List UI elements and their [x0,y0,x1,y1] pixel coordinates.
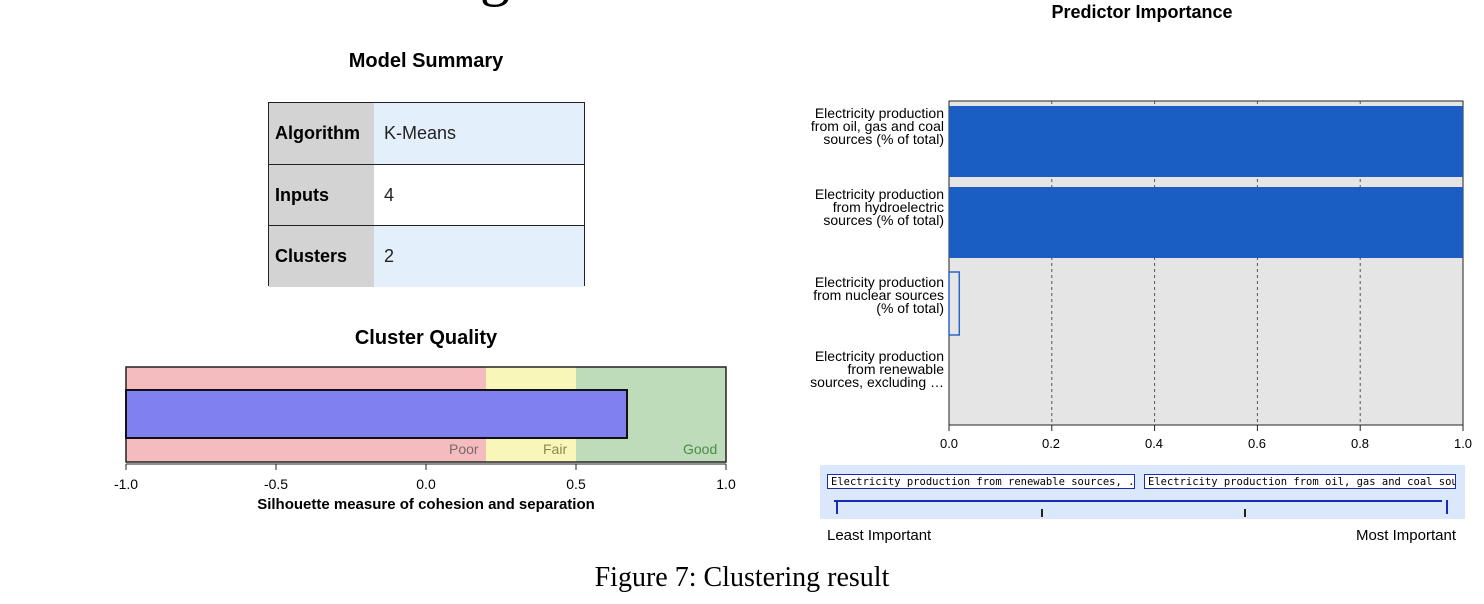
summary-row-clusters: Clusters 2 [269,226,584,287]
summary-value: 2 [374,226,584,287]
summary-value: K-Means [374,103,584,164]
summary-row-inputs: Inputs 4 [269,165,584,226]
quality-tick-label: -1.0 [113,476,139,492]
importance-gradient-line [834,500,1442,502]
clipped-heading-glyph: g [380,0,560,8]
summary-value: 4 [374,165,584,226]
importance-plot-area [948,100,1464,426]
predictor-label: Electricity production from hydroelectri… [814,186,944,228]
quality-tick-label: 0.5 [566,476,586,492]
figure-caption: Figure 7: Clustering result [594,562,890,593]
importance-tick-label: 0.2 [1041,436,1061,451]
band-label-poor: Poor [449,441,479,457]
row-divider [269,225,584,226]
least-important-label: Least Important [827,527,932,544]
predictor-label: Electricity production from renewable so… [810,348,944,390]
importance-tick-label: 0.8 [1350,436,1370,451]
quality-x-axis-label: Silhouette measure of cohesion and separ… [257,496,595,513]
importance-tick-label: 1.0 [1453,436,1473,451]
legend-tick [1244,509,1246,517]
least-end-hook [836,500,838,514]
quality-plot-frame [125,366,727,463]
band-label-fair: Fair [543,441,568,457]
summary-key: Inputs [269,165,374,226]
importance-tick-label: 0.0 [939,436,959,451]
summary-row-algorithm: Algorithm K-Means [269,103,584,164]
cluster-quality-title: Cluster Quality [354,327,498,349]
model-summary-table: Algorithm K-Means Inputs 4 Clusters 2 [268,102,585,287]
quality-band-poor [126,367,486,462]
importance-bar [949,187,1463,258]
quality-tick-label: -0.5 [263,476,289,492]
summary-key: Algorithm [269,103,374,164]
model-summary-title: Model Summary [348,50,504,72]
silhouette-bar [125,389,628,439]
band-label-good: Good [683,441,718,457]
importance-tick-label: 0.4 [1144,436,1164,451]
clipped-heading-text: g [480,0,510,4]
quality-tick-label: 0.0 [416,476,436,492]
importance-bar [949,106,1463,177]
importance-tick-label: 0.6 [1247,436,1267,451]
summary-key: Clusters [269,226,374,287]
importance-bar [948,271,961,336]
least-important-predictor-box: Electricity production from renewable so… [827,474,1135,489]
quality-tick-label: 1.0 [716,476,736,492]
most-end-hook [1446,500,1448,514]
most-important-label: Most Important [1355,527,1456,544]
row-divider [269,164,584,165]
predictor-label: Electricity production from nuclear sour… [813,274,944,316]
legend-tick [1041,509,1043,517]
predictor-importance-title: Predictor Importance [1051,2,1233,22]
predictor-label: Electricity production from oil, gas and… [810,105,944,147]
most-important-predictor-box: Electricity production from oil, gas and… [1144,474,1456,489]
